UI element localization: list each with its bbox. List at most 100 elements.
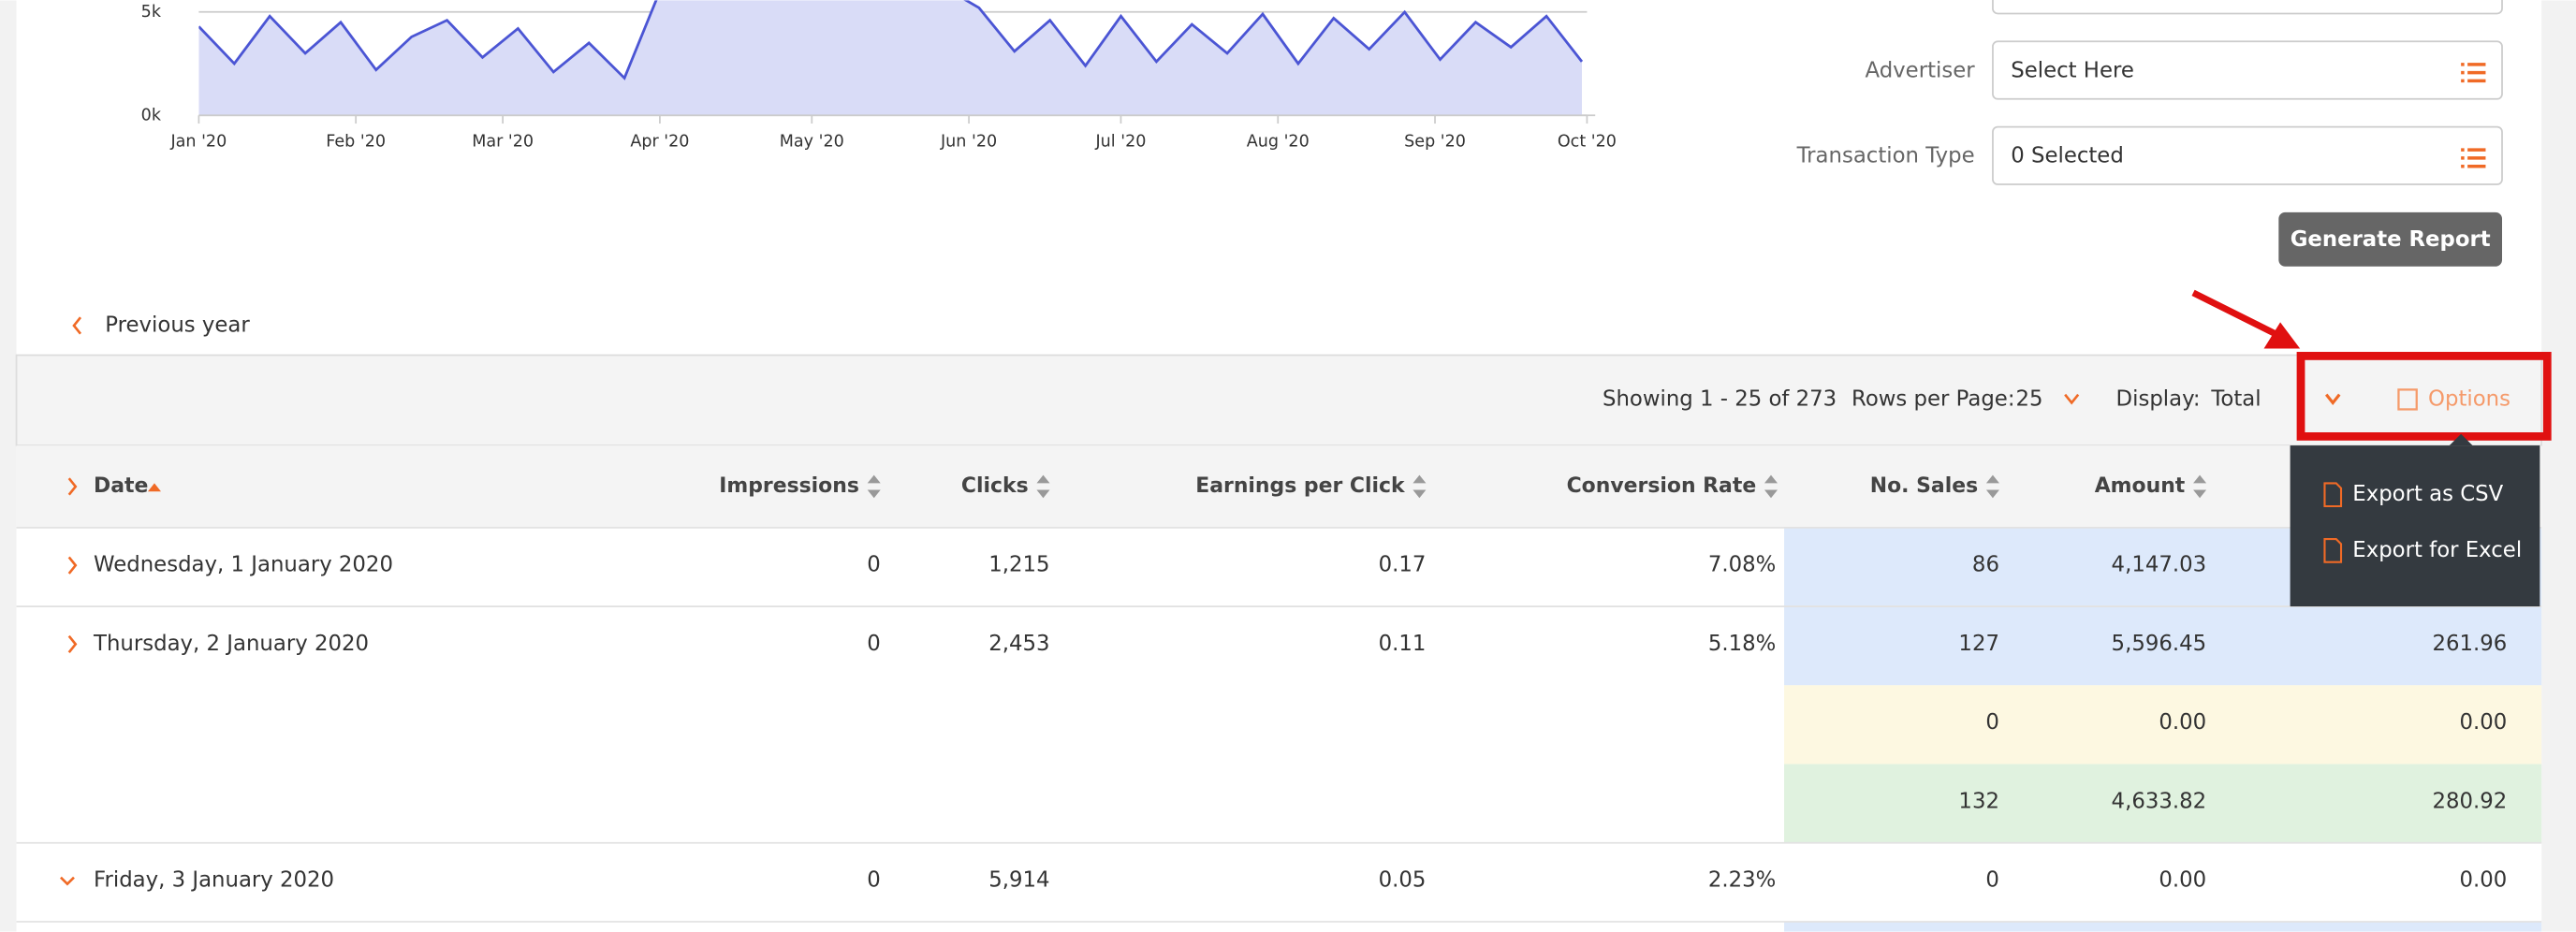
row-highlight — [1784, 922, 2542, 932]
table: Date Impressions Clicks Earnings per Click C… — [16, 474, 2542, 932]
sort-icon — [1764, 474, 1778, 499]
chevron-right — [67, 477, 78, 496]
transaction-type-value: 0 Selected — [2011, 144, 2124, 168]
column-header[interactable]: No. Sales — [1870, 474, 1978, 498]
sort-icon — [1036, 474, 1050, 499]
x-tick-label: Jan '20 — [169, 132, 227, 151]
x-tick-label: Sep '20 — [1404, 132, 1466, 151]
table-cell: 1,215 — [988, 553, 1049, 577]
table-cell: 5,596.45 — [2112, 632, 2207, 656]
column-header[interactable]: Conversion Rate — [1567, 474, 1757, 498]
table-cell: 86 — [1972, 553, 1999, 577]
x-tick-label: Jun '20 — [940, 132, 997, 151]
x-tick-label: Aug '20 — [1247, 132, 1310, 151]
table-cell: 127 — [1958, 632, 1999, 656]
chevron-down[interactable] — [2064, 393, 2080, 405]
rows-label: Rows per Page: — [1852, 386, 2015, 411]
table-cell: 0.17 — [1379, 553, 1427, 577]
generate-button[interactable] — [2278, 211, 2503, 267]
display-label: Display: — [2116, 386, 2201, 411]
column-header[interactable]: Amount — [2095, 474, 2186, 498]
row-highlight — [1784, 764, 2542, 843]
sort-icon — [1412, 474, 1427, 499]
right-gutter — [2541, 0, 2576, 932]
chevron-right[interactable] — [67, 556, 78, 575]
list-icon — [2461, 148, 2486, 168]
table-cell: 0.11 — [1379, 632, 1427, 656]
sort-icon — [147, 483, 161, 492]
transaction-type-label: Transaction Type — [1796, 144, 1975, 168]
row-highlight — [1784, 685, 2542, 765]
table-cell: 2,453 — [988, 632, 1049, 656]
toolbar — [15, 354, 2543, 446]
rows-value[interactable]: 25 — [2016, 386, 2043, 411]
x-tick-label: Feb '20 — [326, 132, 386, 151]
y-tick-label: 0k — [141, 106, 162, 124]
left-gutter — [0, 0, 17, 932]
highlight-box — [2296, 352, 2552, 441]
area — [198, 0, 1583, 116]
sort-icon — [2193, 474, 2207, 499]
table-cell: 7.08% — [1708, 553, 1776, 577]
table-cell: 0 — [867, 553, 881, 577]
row-highlight — [1784, 606, 2542, 686]
advertiser-label: Advertiser — [1866, 58, 1976, 82]
showing-text: Showing 1 - 25 of 273 — [1603, 386, 1837, 411]
column-header[interactable]: Impressions — [719, 474, 859, 498]
table-cell: 0 — [1985, 710, 1999, 735]
table-cell: 4,147.03 — [2112, 553, 2207, 577]
table-cell: 0.00 — [2159, 868, 2206, 893]
table-cell: 0.00 — [2460, 868, 2508, 893]
chevron-left — [72, 316, 82, 335]
date-cell: Friday, 3 January 2020 — [94, 868, 334, 893]
table-cell: 0 — [867, 868, 881, 893]
sort-icon — [867, 474, 881, 499]
menu-item[interactable]: Export as CSV — [2352, 482, 2503, 506]
table-cell: 4,633.82 — [2112, 789, 2207, 813]
table-cell: 0.00 — [2159, 710, 2206, 735]
line — [198, 0, 1584, 80]
x-tick-label: Mar '20 — [472, 132, 534, 151]
table-cell: 280.92 — [2433, 789, 2508, 813]
list-icon — [2461, 63, 2486, 83]
row-highlight — [1784, 842, 2542, 923]
red-arrow — [2191, 289, 2301, 349]
input-top[interactable] — [1992, 0, 2503, 15]
column-header[interactable]: Earnings per Click — [1195, 474, 1405, 498]
table-header — [16, 445, 2542, 528]
table-cell: 0 — [1985, 868, 1999, 893]
options-button[interactable]: Options — [2428, 386, 2510, 411]
y-tick-label: 5k — [141, 3, 162, 22]
transaction-type-select[interactable] — [1992, 125, 2503, 185]
column-header[interactable]: Date — [94, 474, 148, 498]
chevron-down[interactable] — [2324, 393, 2341, 405]
table-cell: 5,914 — [988, 868, 1049, 893]
menu-item[interactable]: Export for Excel — [2352, 538, 2522, 562]
table-cell: 0.05 — [1379, 868, 1427, 893]
x-tick-label: Apr '20 — [630, 132, 689, 151]
table-cell: 261.96 — [2433, 632, 2508, 656]
date-cell: Thursday, 2 January 2020 — [93, 632, 369, 656]
generate-button-text: Generate Report — [2291, 227, 2491, 252]
display-value[interactable]: Total — [2210, 386, 2261, 411]
x-tick-label: Jul '20 — [1095, 132, 1147, 151]
chevron-down[interactable] — [60, 876, 75, 886]
x-tick-label: May '20 — [780, 132, 844, 151]
chart: 0k 5k Jan '20 Feb '20 Mar '20 Apr '20 May '20 J… — [141, 0, 1617, 151]
advertiser-select[interactable] — [1992, 40, 2503, 100]
table-cell: 2.23% — [1708, 868, 1776, 893]
table-cell: 0 — [867, 632, 881, 656]
sort-icon — [1985, 474, 1999, 499]
table-cell: 132 — [1958, 789, 1999, 813]
chevron-right[interactable] — [67, 634, 78, 654]
previous-year-link[interactable]: Previous year — [105, 313, 250, 337]
advertiser-value: Select Here — [2011, 58, 2134, 82]
options-menu: Export as CSV Export for Excel — [2290, 433, 2540, 607]
table-cell: 0.00 — [2460, 710, 2508, 735]
save-icon — [2397, 388, 2418, 411]
date-cell: Wednesday, 1 January 2020 — [94, 553, 393, 577]
column-header[interactable]: Clicks — [961, 474, 1029, 498]
x-tick-label: Oct '20 — [1558, 132, 1617, 151]
